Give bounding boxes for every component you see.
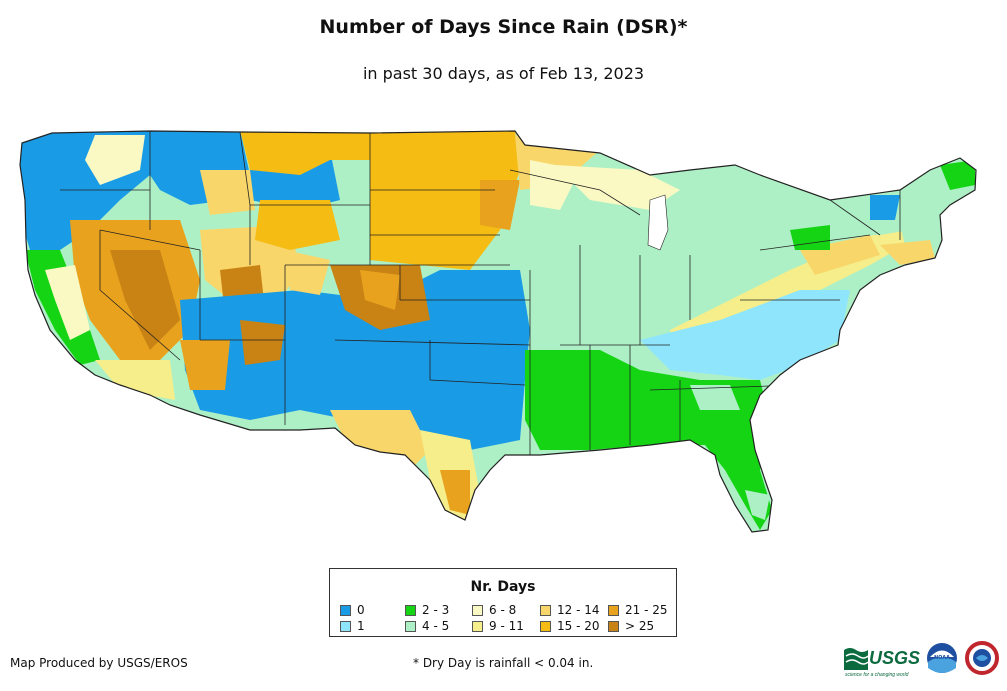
- legend-swatch: [472, 604, 483, 616]
- legend-title: Nr. Days: [470, 579, 536, 595]
- nws-logo: [965, 641, 999, 675]
- legend-swatch: [608, 620, 619, 632]
- us-dsr-map: [19, 130, 977, 533]
- legend-item: 6 - 8: [472, 603, 516, 617]
- legend-label: 4 - 5: [422, 619, 450, 633]
- map-subtitle: in past 30 days, as of Feb 13, 2023: [362, 64, 645, 83]
- legend-label: 0: [357, 603, 365, 617]
- usgs-logo: USGS science for a changing world: [844, 648, 920, 678]
- legend-item: 0: [340, 603, 365, 617]
- legend-label: 2 - 3: [422, 603, 450, 617]
- noaa-wordmark: NOAA: [934, 655, 950, 661]
- usgs-tagline: science for a changing world: [845, 672, 909, 678]
- footnote-text: * Dry Day is rainfall < 0.04 in.: [413, 656, 594, 670]
- legend-swatch: [405, 620, 416, 632]
- legend: Nr. Days 0 1 2 - 3 4 - 5 6 - 8 9 - 11 12 - 14 1…: [329, 568, 677, 637]
- map-title: Number of Days Since Rain (DSR)*: [319, 16, 688, 38]
- legend-label: 1: [357, 619, 365, 633]
- legend-swatch: [340, 604, 351, 616]
- legend-item: 12 - 14: [540, 603, 600, 617]
- legend-swatch: [540, 620, 551, 632]
- legend-label: 9 - 11: [489, 619, 524, 633]
- legend-label: 12 - 14: [557, 603, 600, 617]
- legend-swatch: [472, 620, 483, 632]
- usgs-wordmark: USGS: [869, 648, 920, 668]
- legend-item: 2 - 3: [405, 603, 449, 617]
- credit-text: Map Produced by USGS/EROS: [10, 656, 188, 670]
- agency-logos: USGS science for a changing world NOAA: [844, 641, 999, 678]
- legend-item: 9 - 11: [472, 619, 524, 633]
- legend-item: 21 - 25: [608, 603, 668, 617]
- legend-label: 15 - 20: [557, 619, 600, 633]
- legend-label: 21 - 25: [625, 603, 668, 617]
- legend-swatch: [608, 604, 619, 616]
- legend-item: 4 - 5: [405, 619, 449, 633]
- legend-swatch: [540, 604, 551, 616]
- legend-swatch: [405, 604, 416, 616]
- noaa-logo: NOAA: [927, 643, 957, 673]
- legend-swatch: [340, 620, 351, 632]
- legend-item: 1: [340, 619, 365, 633]
- legend-item: > 25: [608, 619, 654, 633]
- legend-item: 15 - 20: [540, 619, 600, 633]
- legend-label: 6 - 8: [489, 603, 517, 617]
- legend-label: > 25: [625, 619, 655, 633]
